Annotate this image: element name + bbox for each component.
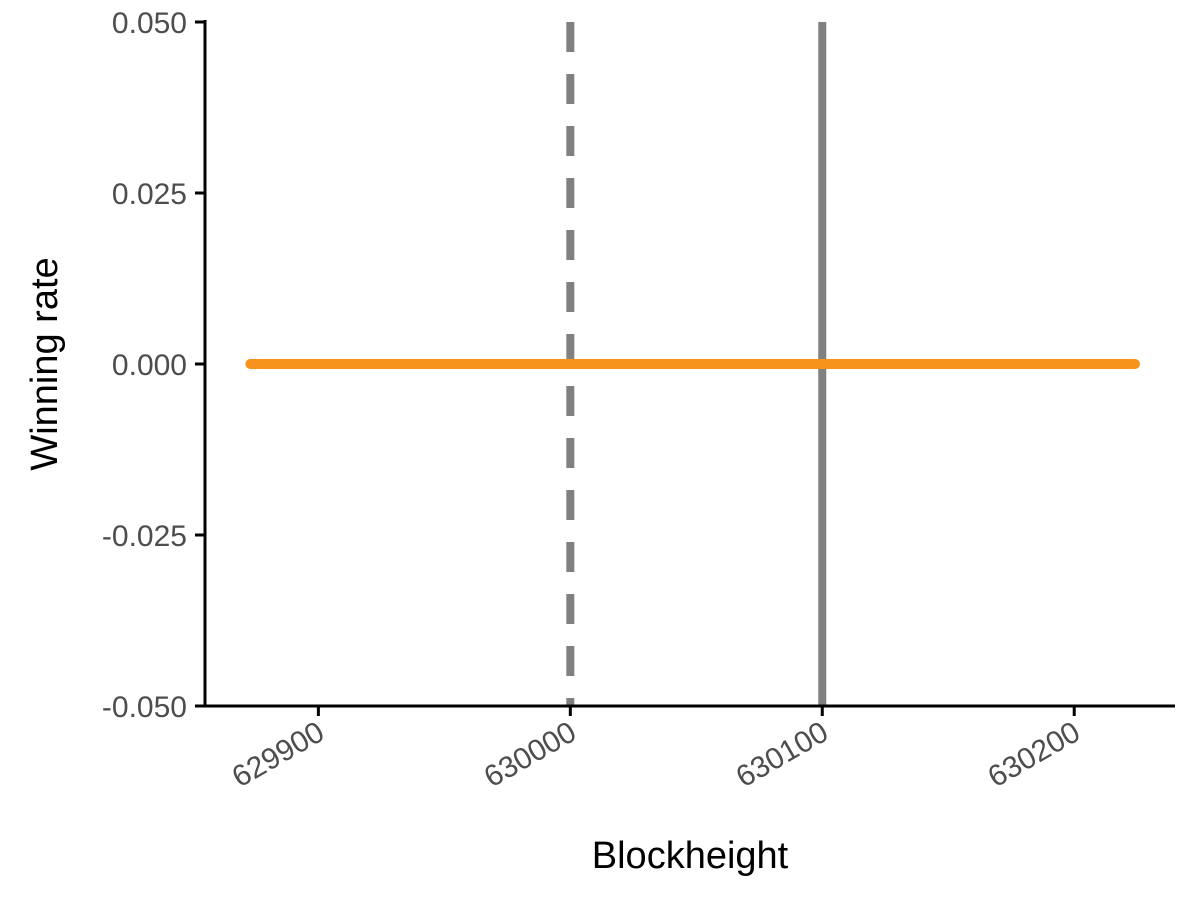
y-tick-label: 0.025 [112, 178, 187, 211]
y-tick-label: -0.050 [102, 691, 187, 724]
x-tick-label: 630100 [731, 715, 834, 794]
y-ticks: -0.050 -0.025 0.000 0.025 0.050 [102, 7, 205, 724]
x-axis-title: Blockheight [592, 835, 789, 877]
y-axis-title: Winning rate [24, 257, 66, 470]
y-tick-label: 0.050 [112, 7, 187, 40]
x-tick-label: 630000 [479, 715, 582, 794]
y-tick-label: 0.000 [112, 349, 187, 382]
x-ticks: 629900 630000 630100 630200 [227, 706, 1086, 794]
y-tick-label: -0.025 [102, 520, 187, 553]
x-tick-label: 630200 [983, 715, 1086, 794]
x-tick-label: 629900 [227, 715, 330, 794]
